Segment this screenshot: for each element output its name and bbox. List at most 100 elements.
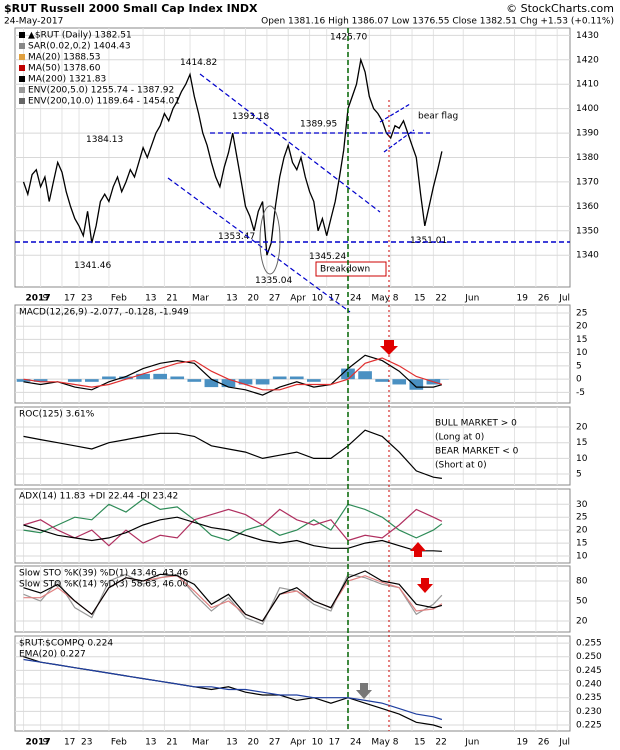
series-line: [23, 516, 442, 552]
series-line: [23, 508, 443, 547]
y-tick-label: 20: [576, 322, 588, 332]
trendline: [167, 177, 351, 313]
x-tick-label: 17: [329, 294, 340, 304]
annotation: Breakdown: [320, 265, 370, 275]
price-label: 1389.95: [300, 120, 337, 130]
y-tick-label: 0.240: [576, 680, 602, 690]
panel-title: MACD(12,26,9) -2.077, -0.128, -1.949: [19, 308, 189, 318]
histogram-bar: [102, 376, 116, 380]
price-label: 1384.13: [86, 135, 123, 145]
series-line: [22, 57, 443, 256]
y-tick-label: 1370: [576, 177, 599, 187]
x-tick-label: 15: [414, 294, 425, 304]
histogram-bar: [358, 371, 372, 380]
arrow: [417, 578, 433, 593]
histogram-bar: [67, 379, 82, 382]
y-tick-label: 25: [576, 308, 587, 318]
arrow: [356, 683, 372, 699]
histogram-bar: [85, 379, 99, 382]
y-tick-label: 10: [576, 454, 588, 464]
annotation-layer: bear flag Breakdown: [15, 28, 570, 731]
panel-frame: [14, 488, 571, 564]
x-tick-label: 13: [226, 738, 237, 748]
y-tick-label: 0.230: [576, 707, 602, 717]
x-tick-label: 20: [248, 738, 260, 748]
symbol-title: $RUT Russell 2000 Small Cap Index INDX: [4, 2, 258, 15]
legend-swatch: [19, 87, 25, 93]
x-tick-label: 27: [269, 294, 280, 304]
x-tick-label: 22: [435, 738, 446, 748]
y-tick-label: 1350: [576, 226, 599, 236]
legend-entry: ▲$RUT (Daily) 1382.51: [28, 31, 132, 41]
price-label: 1351.01: [410, 236, 447, 246]
legend-entry: MA(50) 1378.60: [28, 64, 101, 74]
histogram-bar: [16, 379, 31, 382]
y-tick-label: 5: [576, 361, 582, 371]
x-tick-label: May: [371, 738, 390, 748]
trendline: [199, 73, 381, 213]
y-tick-label: 0.245: [576, 666, 602, 676]
x-tick-label: 26: [538, 294, 550, 304]
x-tick-label: 22: [435, 294, 446, 304]
panel-title: ADX(14) 11.83 +DI 22.44 -DI 23.42: [19, 492, 178, 502]
legend-entry: EMA(20) 0.227: [19, 650, 86, 660]
x-tick-label: Apr: [290, 738, 306, 748]
legend-swatch: [19, 76, 25, 82]
x-tick-label: 17: [329, 738, 340, 748]
legend-swatch: [19, 54, 25, 60]
y-tick-label: 1430: [576, 31, 599, 41]
x-tick-label: 19: [517, 738, 529, 748]
x-tick-label: Jul: [558, 738, 570, 748]
histogram-bar: [170, 376, 185, 380]
legend-entry: ENV(200,10.0) 1189.64 - 1454.01: [28, 97, 180, 107]
histogram-bar: [187, 379, 202, 382]
histogram-bar: [119, 376, 133, 380]
quote: Open 1381.16 High 1386.07 Low 1376.55 Cl…: [261, 17, 614, 27]
histogram-bar: [375, 379, 389, 382]
credit: © StockCharts.com: [506, 2, 614, 15]
price-label: 1335.04: [255, 276, 292, 286]
x-tick-label: Jun: [464, 294, 479, 304]
histogram-bar: [33, 379, 48, 382]
price-label: 1345.24: [309, 252, 346, 262]
annotation: bear flag: [418, 112, 458, 122]
series-line: [23, 354, 443, 396]
x-tick-label: Jun: [464, 738, 479, 748]
y-tick-label: 80: [576, 577, 588, 587]
series-line: [23, 658, 443, 721]
panel-title: ROC(125) 3.61%: [19, 410, 95, 420]
histogram-bar: [272, 376, 287, 380]
x-tick-label: 13: [226, 294, 237, 304]
y-tick-label: 1400: [576, 104, 599, 114]
x-tick-label: Mar: [192, 738, 209, 748]
series-line: [23, 570, 443, 622]
y-tick-label: 0.250: [576, 652, 602, 662]
price-label: 1393.18: [232, 112, 269, 122]
x-tick-label: 9: [43, 738, 49, 748]
y-tick-label: 1410: [576, 80, 599, 90]
histogram-bar: [221, 379, 236, 388]
annotation: (Short at 0): [435, 461, 487, 471]
y-tick-label: 10: [576, 348, 588, 358]
x-tick-label: 13: [145, 294, 156, 304]
x-tick-label: 24: [350, 738, 362, 748]
series-line: [23, 498, 443, 542]
x-tick-label: 8: [393, 738, 399, 748]
legend-swatch: [19, 43, 25, 49]
panel-frame: [14, 635, 571, 732]
x-tick-label: 15: [414, 738, 425, 748]
x-tick-label: 23: [81, 294, 92, 304]
x-tick-label: 17: [64, 294, 75, 304]
x-tick-label: Jul: [558, 294, 570, 304]
histogram-bar: [409, 379, 424, 390]
y-tick-label: 1360: [576, 202, 599, 212]
x-tick-label: 23: [81, 738, 92, 748]
annotation: BULL MARKET > 0: [435, 419, 517, 429]
y-tick-label: 20: [576, 526, 588, 536]
date: 24-May-2017: [4, 17, 63, 27]
y-tick-label: 0: [576, 375, 582, 385]
legend-swatch: [19, 65, 25, 71]
legend-entry: MA(20) 1388.53: [28, 53, 100, 63]
y-tick-label: 15: [576, 438, 587, 448]
